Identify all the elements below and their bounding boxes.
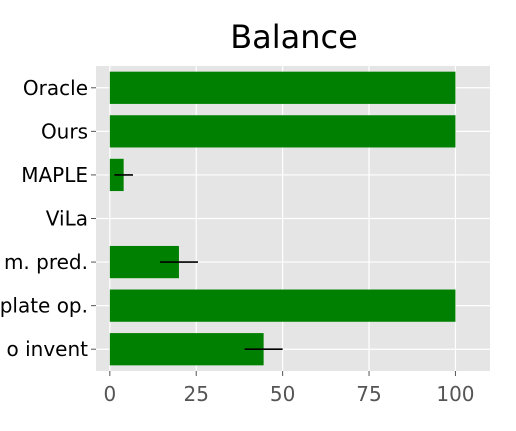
y-tick-label: o invent [7,337,89,361]
bar-ours [109,115,456,148]
x-tick-label: 25 [184,382,209,406]
y-tick-label: Ours [41,119,88,143]
error-bars [114,174,283,351]
y-tick-label: Oracle [23,76,88,100]
bar-o-invent [109,333,264,366]
chart-title: Balance [230,18,358,56]
x-tick-labels: 0 25 50 75 100 [103,371,475,406]
x-tick-label: 75 [356,382,381,406]
y-tick-label: m. pred. [4,250,88,274]
bars [109,71,456,366]
y-tick-label: MAPLE [21,163,88,187]
bar-oracle [109,71,456,104]
y-tick-label: plate op. [0,294,88,318]
bar-plate-op [109,289,456,322]
x-tick-label: 0 [103,382,116,406]
y-tick-label: ViLa [46,207,88,231]
x-tick-label: 50 [270,382,295,406]
x-tick-label: 100 [436,382,474,406]
y-tick-labels: Oracle Ours MAPLE ViLa m. pred. plate op. o in… [0,76,96,361]
